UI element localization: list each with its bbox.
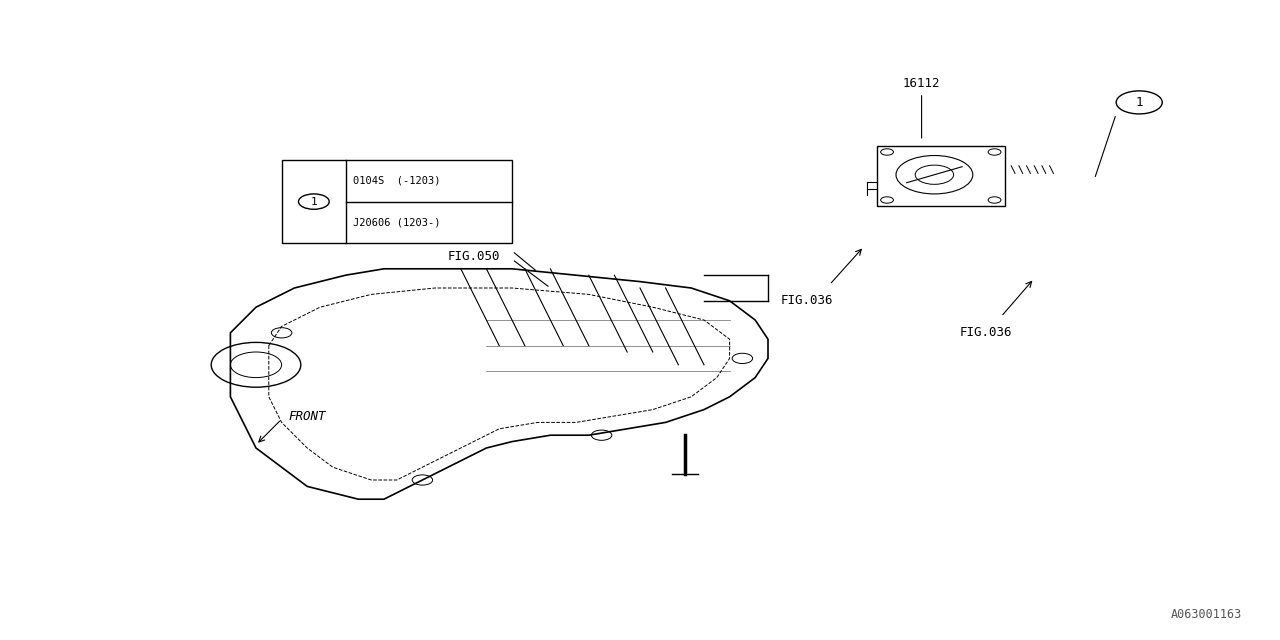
Bar [877, 146, 1005, 207]
Bar [282, 160, 512, 243]
Text: 0104S  (-1203): 0104S (-1203) [352, 176, 440, 186]
Text: FIG.036: FIG.036 [959, 326, 1012, 339]
Text: FIG.036: FIG.036 [780, 294, 833, 307]
Text: 1: 1 [1135, 96, 1143, 109]
Text: 16112: 16112 [902, 77, 941, 90]
Text: J20606 (1203-): J20606 (1203-) [352, 218, 440, 227]
Text: 1: 1 [311, 196, 317, 207]
Text: FIG.050: FIG.050 [447, 250, 500, 262]
Text: FRONT: FRONT [288, 410, 325, 422]
Text: A063001163: A063001163 [1170, 608, 1242, 621]
